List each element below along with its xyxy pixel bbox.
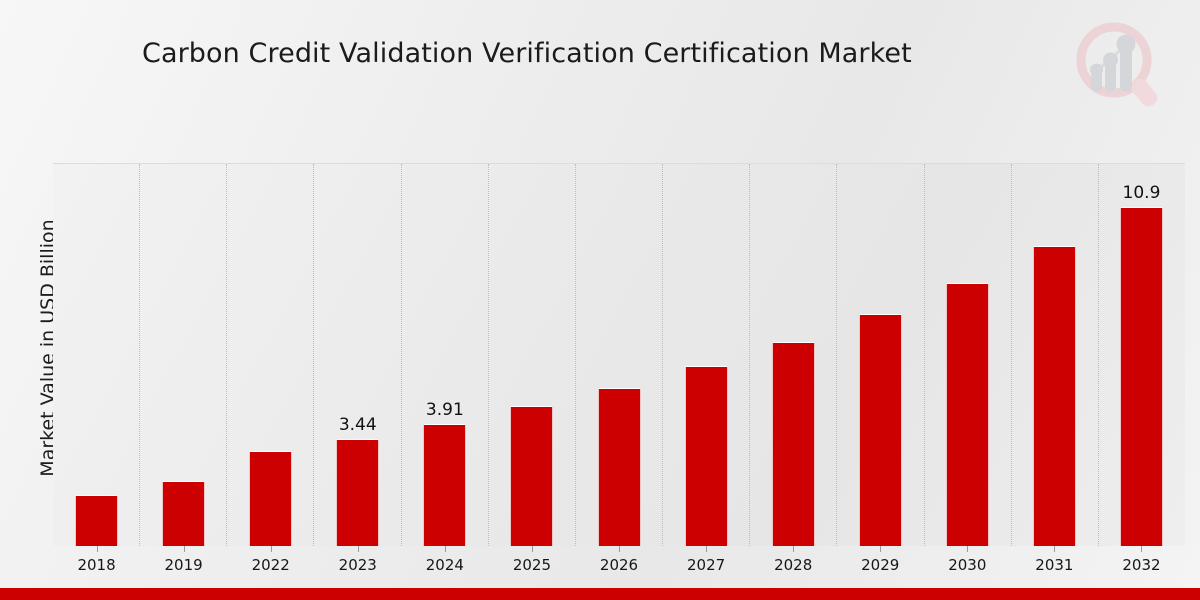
gridline	[227, 164, 315, 546]
x-tick-2018: 2018	[53, 546, 140, 580]
tick-mark	[96, 546, 98, 552]
bar-2026[interactable]	[597, 388, 641, 546]
bar-slot	[663, 164, 750, 546]
gridline	[837, 164, 925, 546]
gridline	[314, 164, 402, 546]
bar-slot	[1011, 164, 1098, 546]
page-title: Carbon Credit Validation Verification Ce…	[142, 38, 912, 69]
gridline	[489, 164, 576, 546]
x-tick-2019: 2019	[140, 546, 227, 580]
x-tick-2032: 2032	[1098, 546, 1185, 580]
x-tick-label: 2030	[948, 556, 987, 574]
bar-2029[interactable]	[858, 314, 902, 546]
tick-mark	[1141, 546, 1143, 552]
bar-slot	[140, 164, 227, 546]
x-tick-label: 2022	[251, 556, 290, 574]
bar-series: 3.44 3.91 10.9	[53, 164, 1185, 546]
x-tick-2026: 2026	[575, 546, 662, 580]
tick-mark	[706, 546, 708, 552]
tick-mark	[793, 546, 795, 552]
bar-2031[interactable]	[1032, 246, 1076, 546]
bar-2030[interactable]	[945, 283, 989, 546]
gridline	[663, 164, 751, 546]
bar-2019[interactable]	[162, 481, 206, 546]
bar-value-label-2023: 3.44	[338, 415, 377, 435]
bar-slot	[924, 164, 1011, 546]
x-tick-label: 2026	[599, 556, 639, 574]
bar-value-label-2032: 10.9	[1122, 183, 1161, 203]
bar-2024[interactable]	[423, 424, 467, 546]
tick-mark	[444, 546, 446, 552]
bar-slot	[53, 164, 140, 546]
bar-slot	[837, 164, 924, 546]
gridlines	[53, 164, 1185, 546]
bar-2023[interactable]	[336, 439, 380, 546]
x-tick-2023: 2023	[314, 546, 401, 580]
bar-slot: 3.91	[401, 164, 488, 546]
gridline	[925, 164, 1012, 546]
bar-2032[interactable]	[1119, 207, 1163, 546]
x-tick-2029: 2029	[837, 546, 924, 580]
bar-2028[interactable]	[771, 342, 815, 546]
x-tick-2024: 2024	[401, 546, 488, 580]
bar-slot	[227, 164, 314, 546]
tick-mark	[531, 546, 533, 552]
x-tick-2028: 2028	[750, 546, 837, 580]
tick-mark	[1054, 546, 1056, 552]
x-tick-label: 2032	[1122, 556, 1161, 574]
x-tick-label: 2029	[861, 556, 900, 574]
bar-slot: 10.9	[1098, 164, 1185, 546]
gridline	[53, 164, 141, 546]
bar-2027[interactable]	[684, 366, 728, 546]
magnifier-bar-chart-logo-icon	[1064, 16, 1176, 112]
bar-slot	[750, 164, 837, 546]
tick-mark	[967, 546, 969, 552]
x-tick-2022: 2022	[227, 546, 314, 580]
gridline	[576, 164, 664, 546]
x-tick-2031: 2031	[1011, 546, 1098, 580]
x-tick-label: 2028	[774, 556, 813, 574]
logo-svg	[1076, 22, 1158, 107]
bar-slot: 3.44	[314, 164, 401, 546]
tick-mark	[183, 546, 185, 552]
tick-mark	[357, 546, 359, 552]
gridline	[750, 164, 838, 546]
bar-2022[interactable]	[249, 451, 293, 546]
bar-value-label-2024: 3.91	[425, 400, 464, 420]
x-tick-label: 2027	[686, 556, 726, 574]
x-tick-2025: 2025	[488, 546, 575, 580]
x-tick-2030: 2030	[924, 546, 1011, 580]
bar-slot	[575, 164, 662, 546]
gridline	[1012, 164, 1099, 546]
bar-slot	[488, 164, 575, 546]
bar-2025[interactable]	[510, 406, 554, 546]
x-tick-label: 2018	[77, 556, 116, 574]
tick-mark	[619, 546, 620, 552]
tick-mark	[880, 546, 882, 552]
x-tick-label: 2031	[1035, 556, 1074, 574]
plot-area: 3.44 3.91 10.9	[53, 163, 1185, 546]
x-axis: 2018 2019 2022 2023 2024 2025 2026 2027 2028 2029…	[53, 546, 1185, 580]
bar-2018[interactable]	[75, 495, 119, 546]
x-tick-label: 2023	[338, 556, 377, 574]
x-tick-label: 2019	[164, 556, 203, 574]
footer-accent-bar	[0, 588, 1200, 600]
gridline	[140, 164, 228, 546]
x-tick-label: 2024	[425, 556, 464, 574]
x-tick-2027: 2027	[663, 546, 750, 580]
x-tick-label: 2025	[512, 556, 552, 574]
tick-mark	[270, 546, 272, 552]
gridline	[402, 164, 489, 546]
